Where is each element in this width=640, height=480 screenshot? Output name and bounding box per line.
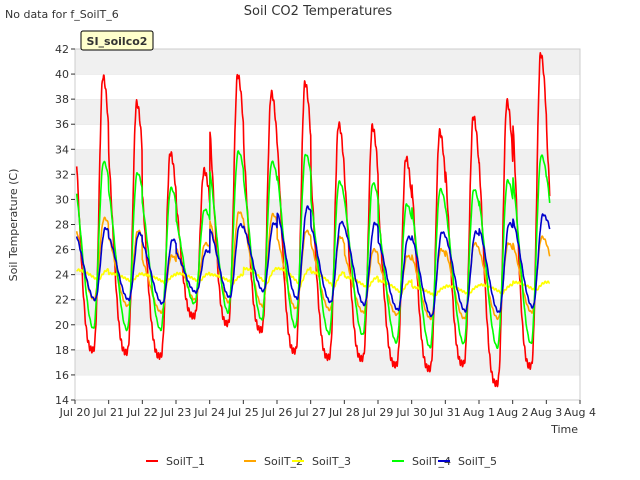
grid-band [75,299,580,325]
x-tick-label: Jul 28 [328,406,360,419]
site-badge-label: SI_soilco2 [87,35,148,48]
y-tick-label: 42 [55,43,69,56]
grid-band [75,174,580,200]
x-tick-label: Jul 25 [227,406,259,419]
no-data-note: No data for f_SoilT_6 [5,8,119,21]
series-line-soilt-1 [75,51,551,388]
y-tick-label: 22 [55,294,69,307]
grid-band [75,49,580,75]
y-tick-label: 18 [55,344,69,357]
x-tick-label: Jul 23 [160,406,192,419]
legend-label: SoilT_1 [166,455,205,468]
y-tick-label: 36 [55,118,69,131]
y-tick-label: 16 [55,369,69,382]
x-tick-label: Aug 3 [530,406,562,419]
grid-band [75,74,580,100]
y-tick-label: 40 [55,68,69,81]
series-line-soilt-5 [75,205,551,318]
grid-band [75,349,580,375]
grid-band [75,224,580,250]
grid-band [75,249,580,275]
x-tick-label: Jul 21 [92,406,124,419]
y-tick-label: 26 [55,244,69,257]
legend: SoilT_1 SoilT_2 SoilT_3 SoilT_4 SoilT_5 [146,455,497,468]
grid-bands [75,48,580,400]
y-tick-label: 20 [55,319,69,332]
x-tick-label: Jul 22 [126,406,158,419]
y-tick-label: 38 [55,93,69,106]
x-tick-label: Jul 20 [59,406,91,419]
grid-band [75,149,580,175]
x-tick-label: Jul 26 [261,406,293,419]
series-line-soilt-4 [75,150,551,350]
y-tick-label: 24 [55,269,69,282]
y-axis: 14 16 18 20 22 24 26 28 30 32 34 36 38 40 42 [55,43,75,407]
grid-band [75,124,580,150]
x-tick-label: Aug 1 [463,406,495,419]
y-tick-label: 30 [55,193,69,206]
legend-label: SoilT_2 [264,455,303,468]
x-tick-label: Jul 31 [429,406,461,419]
x-tick-label: Aug 2 [497,406,529,419]
grid-band [75,374,580,400]
series-line-soilt-3 [76,266,551,297]
x-tick-label: Jul 30 [395,406,427,419]
legend-label: SoilT_5 [458,455,497,468]
grid-band [75,99,580,125]
y-tick-label: 28 [55,219,69,232]
x-tick-label: Aug 4 [564,406,596,419]
x-tick-label: Jul 24 [193,406,225,419]
x-axis: Jul 20 Jul 21 Jul 22 Jul 23 Jul 24 Jul 25 Jul … [59,400,596,419]
legend-label: SoilT_4 [412,455,451,468]
y-axis-label: Soil Temperature (C) [7,169,20,282]
site-badge[interactable]: SI_soilco2 [80,30,154,51]
series-lines [75,51,551,388]
y-tick-label: 34 [55,143,69,156]
y-tick-label: 14 [55,394,69,407]
grid-band [75,199,580,225]
legend-label: SoilT_3 [312,455,351,468]
x-axis-label: Time [550,423,578,436]
y-tick-label: 32 [55,168,69,181]
chart-title: Soil CO2 Temperatures [244,4,393,19]
x-tick-label: Jul 27 [294,406,326,419]
grid-band [75,324,580,350]
x-tick-label: Jul 29 [362,406,394,419]
